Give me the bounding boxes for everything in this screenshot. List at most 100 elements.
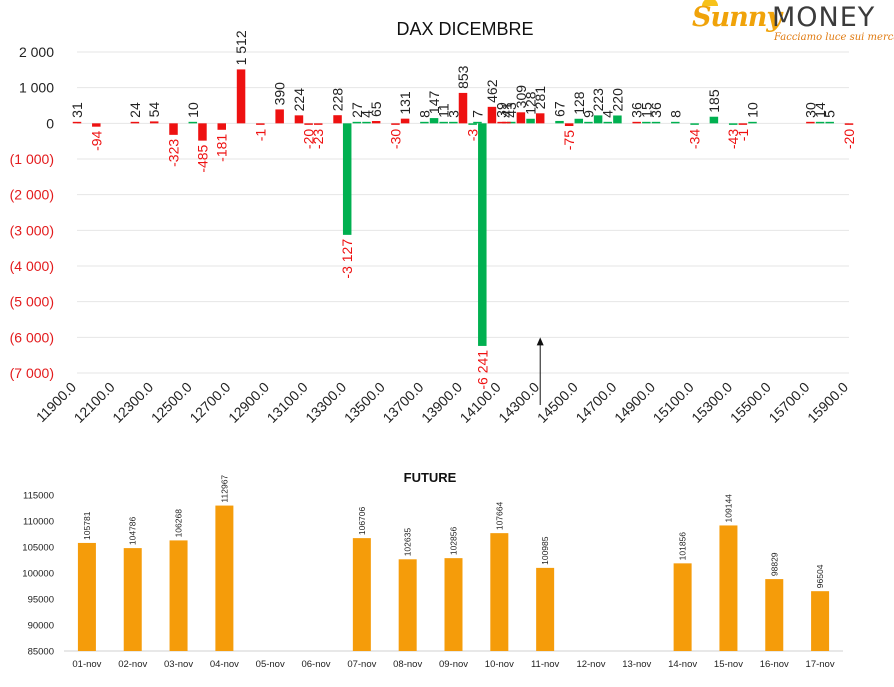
- y-tick-label: (2 000): [10, 187, 54, 203]
- future-category-label: 07-nov: [347, 659, 376, 670]
- future-bar: [123, 548, 142, 651]
- future-data-label: 112967: [219, 475, 229, 503]
- future-category-label: 05-nov: [256, 659, 285, 670]
- future-bar: [673, 563, 692, 651]
- future-y-tick-label: 90000: [28, 621, 54, 632]
- future-bar: [719, 525, 738, 651]
- call-bar: [584, 121, 593, 124]
- put-bar: [844, 123, 854, 125]
- x-tick-label: 14900.0: [611, 379, 658, 426]
- bar-data-label: 223: [590, 88, 606, 112]
- bar-data-label: 309: [513, 85, 529, 109]
- y-tick-label: (6 000): [10, 329, 54, 345]
- x-tick-label: 12900.0: [225, 379, 272, 426]
- bar-data-label: 43: [503, 102, 519, 118]
- bar-data-label: 8: [667, 110, 683, 118]
- bar-data-label: 36: [648, 102, 664, 118]
- future-bar: [398, 559, 417, 651]
- call-bar: [825, 121, 834, 124]
- bar-data-label: -23: [310, 129, 326, 149]
- future-data-label: 101856: [678, 532, 688, 561]
- y-tick-label: (1 000): [10, 151, 54, 167]
- future-data-label: 104786: [128, 516, 138, 545]
- put-bar: [275, 109, 284, 124]
- put-bar: [149, 121, 159, 124]
- bar-data-label: 65: [368, 101, 384, 117]
- future-category-label: 08-nov: [393, 659, 422, 670]
- call-bar: [526, 118, 535, 124]
- call-bar: [709, 116, 719, 124]
- x-tick-label: 12100.0: [71, 379, 118, 426]
- future-data-label: 100985: [540, 536, 550, 565]
- bar-data-label: 10: [745, 102, 761, 118]
- put-bar: [632, 121, 641, 124]
- x-tick-label: 13700.0: [379, 379, 426, 426]
- future-category-label: 15-nov: [714, 659, 743, 670]
- bar-data-label: 27: [349, 102, 365, 118]
- bar-data-label: 128: [523, 91, 539, 115]
- future-y-tick-label: 115000: [23, 491, 54, 502]
- bar-data-label: 4: [600, 110, 616, 118]
- call-bar: [815, 121, 825, 124]
- put-bar: [371, 121, 381, 124]
- bar-data-label: -485: [194, 144, 210, 172]
- future-category-label: 16-nov: [760, 659, 789, 670]
- put-bar: [294, 115, 304, 124]
- future-bar: [765, 579, 784, 651]
- call-bar: [593, 115, 603, 124]
- call-bar: [555, 120, 564, 124]
- y-tick-label: (3 000): [10, 222, 54, 238]
- bar-data-label: 39: [494, 102, 510, 118]
- y-tick-label: (7 000): [10, 365, 54, 381]
- x-tick-label: 14300.0: [495, 379, 542, 426]
- call-bar: [574, 118, 584, 124]
- bar-data-label: -94: [88, 130, 104, 150]
- y-tick-label: 0: [46, 115, 54, 131]
- x-tick-label: 11900.0: [33, 379, 80, 426]
- future-bar: [811, 591, 830, 651]
- sunny-money-logo: Sunny MONEY Facciamo luce sui mercati: [690, 0, 894, 46]
- future-data-label: 109144: [723, 494, 733, 523]
- put-bar: [391, 123, 400, 125]
- future-bar: [77, 542, 96, 651]
- bar-data-label: 1 512: [233, 30, 249, 65]
- future-data-label: 102856: [449, 527, 459, 556]
- future-category-label: 14-nov: [668, 659, 697, 670]
- x-tick-label: 13300.0: [302, 379, 349, 426]
- call-bar: [651, 121, 661, 124]
- bar-data-label: -3: [465, 129, 481, 142]
- bar-data-label: -20: [301, 129, 317, 149]
- bar-data-label: -30: [387, 129, 403, 149]
- bar-data-label: 30: [802, 102, 818, 118]
- bar-data-label: 67: [552, 101, 568, 117]
- bar-data-label: 4: [359, 110, 375, 118]
- put-bar: [198, 123, 207, 141]
- bar-data-label: -34: [687, 129, 703, 149]
- call-bar: [642, 121, 651, 124]
- put-bar: [130, 121, 140, 124]
- future-bar: [169, 540, 188, 651]
- bar-data-label: 41: [498, 102, 514, 118]
- y-tick-label: (5 000): [10, 294, 54, 310]
- call-bar: [603, 121, 612, 124]
- future-category-label: 12-nov: [576, 659, 605, 670]
- bar-data-label: 15: [638, 102, 654, 118]
- x-tick-label: 13500.0: [341, 379, 388, 426]
- x-tick-label: 12500.0: [148, 379, 195, 426]
- bar-data-label: 185: [706, 89, 722, 113]
- marker-arrowhead: [536, 337, 544, 346]
- call-bar: [342, 123, 352, 235]
- put-bar: [256, 123, 265, 125]
- future-category-label: 10-nov: [485, 659, 514, 670]
- call-bar: [507, 121, 516, 124]
- call-bar: [429, 118, 439, 124]
- call-bar: [352, 121, 362, 124]
- x-tick-label: 12300.0: [109, 379, 156, 426]
- future-y-tick-label: 110000: [23, 517, 54, 528]
- bar-data-label: -323: [166, 139, 182, 167]
- logo-tagline: Facciamo luce sui mercati: [774, 32, 894, 43]
- call-bar: [478, 123, 487, 346]
- put-bar: [72, 121, 82, 124]
- logo-word-money: MONEY: [772, 2, 876, 33]
- future-chart: FUTURE 85000 90000 95000 100000 105000 110000 1…: [22, 470, 843, 670]
